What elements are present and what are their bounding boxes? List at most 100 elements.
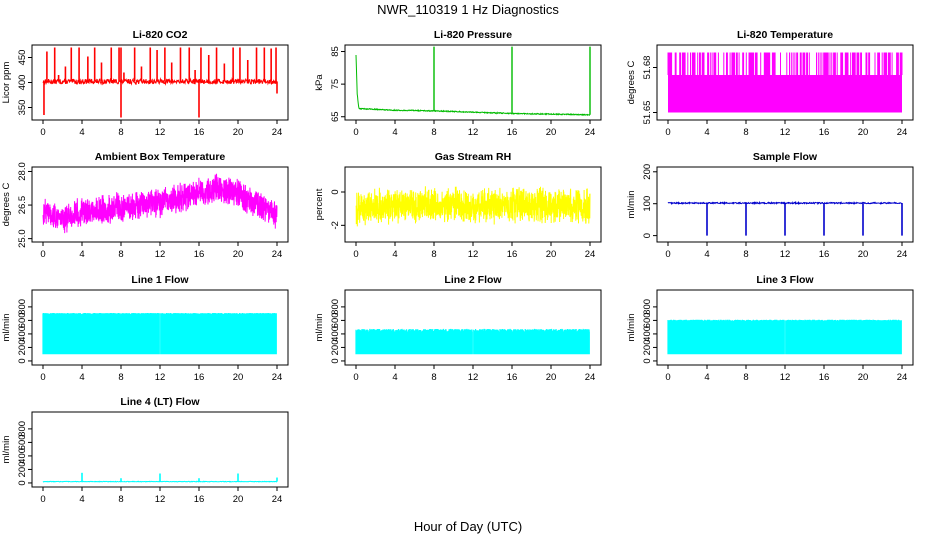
chart-panel: Sample Flow ml/min 0 4 8 12 16 20 24 0 100 200 xyxy=(626,151,914,260)
x-tick-label: 12 xyxy=(468,372,479,383)
chart-title: Ambient Box Temperature xyxy=(95,151,226,163)
series xyxy=(667,319,902,355)
y-tick-label: 51.68 xyxy=(642,56,653,80)
x-tick-label: 16 xyxy=(507,372,518,383)
chart-panel: Line 4 (LT) Flow ml/min 0 4 8 12 16 20 24 0 200400… xyxy=(1,396,289,505)
y-tick-label: -2 xyxy=(330,221,341,229)
x-tick-label: 0 xyxy=(40,127,45,138)
x-tick-label: 24 xyxy=(897,249,908,260)
x-tick-label: 4 xyxy=(79,494,84,505)
y-tick-label: 200 xyxy=(642,164,653,180)
x-tick-label: 4 xyxy=(392,249,397,260)
x-tick-label: 16 xyxy=(194,494,205,505)
y-tick-label: 400 xyxy=(330,326,341,342)
x-tick-label: 20 xyxy=(546,249,557,260)
series xyxy=(667,200,903,236)
figure-xlabel: Hour of Day (UTC) xyxy=(414,519,522,534)
x-tick-label: 20 xyxy=(858,249,869,260)
x-tick-label: 8 xyxy=(743,249,748,260)
x-tick-label: 20 xyxy=(233,494,244,505)
x-tick-label: 12 xyxy=(468,249,479,260)
chart-panel: Line 1 Flow ml/min 0 4 8 12 16 20 24 0 20040060080… xyxy=(1,274,289,383)
y-tick-label: 0 xyxy=(642,358,653,363)
y-axis-label: degrees C xyxy=(626,60,637,104)
x-tick-label: 8 xyxy=(743,127,748,138)
x-tick-label: 24 xyxy=(272,127,283,138)
series-line xyxy=(355,186,591,227)
x-tick-label: 16 xyxy=(194,249,205,260)
x-tick-label: 20 xyxy=(546,127,557,138)
y-tick-label: 800 xyxy=(330,299,341,315)
y-tick-label: 51.65 xyxy=(642,101,653,125)
y-tick-label: 200 xyxy=(642,340,653,356)
series xyxy=(355,186,591,227)
y-axis-label: degrees C xyxy=(1,182,12,226)
x-tick-label: 0 xyxy=(40,249,45,260)
x-tick-label: 24 xyxy=(897,372,908,383)
y-tick-label: 0 xyxy=(17,358,28,363)
y-tick-label: 200 xyxy=(330,340,341,356)
chart-panel: Li-820 CO2 Licor ppm 0 4 8 12 16 20 24 350 400 450 xyxy=(1,29,289,138)
figure-title: NWR_110319 1 Hz Diagnostics xyxy=(377,2,559,17)
x-tick-label: 0 xyxy=(353,249,358,260)
x-tick-label: 0 xyxy=(353,127,358,138)
x-tick-label: 4 xyxy=(704,372,709,383)
x-tick-label: 12 xyxy=(155,494,166,505)
y-tick-label: 800 xyxy=(17,421,28,437)
y-tick-label: 600 xyxy=(330,312,341,328)
x-tick-label: 12 xyxy=(468,127,479,138)
x-tick-label: 4 xyxy=(79,372,84,383)
x-tick-label: 4 xyxy=(79,127,84,138)
x-tick-label: 24 xyxy=(897,127,908,138)
series-band xyxy=(42,313,277,355)
y-tick-label: 65 xyxy=(330,111,341,122)
y-axis-label: percent xyxy=(314,188,325,220)
y-tick-label: 800 xyxy=(642,299,653,315)
x-tick-label: 4 xyxy=(79,249,84,260)
y-tick-label: 400 xyxy=(17,75,28,91)
y-axis-label: ml/min xyxy=(626,314,637,342)
chart-title: Line 2 Flow xyxy=(444,274,502,286)
x-tick-label: 4 xyxy=(392,127,397,138)
y-tick-label: 450 xyxy=(17,50,28,66)
chart-panel: Ambient Box Temperature degrees C 0 4 8 12 16 2… xyxy=(1,151,289,260)
y-tick-label: 26.5 xyxy=(17,196,28,215)
series-line xyxy=(355,54,590,117)
x-tick-label: 8 xyxy=(118,249,123,260)
x-tick-label: 8 xyxy=(743,372,748,383)
x-tick-label: 16 xyxy=(819,127,830,138)
chart-panel: Line 2 Flow ml/min 0 4 8 12 16 20 24 0 20040060080… xyxy=(314,274,602,383)
x-tick-label: 0 xyxy=(353,372,358,383)
x-tick-label: 12 xyxy=(155,127,166,138)
x-tick-label: 0 xyxy=(665,372,670,383)
y-axis-label: Licor ppm xyxy=(1,62,12,104)
y-tick-label: 400 xyxy=(17,326,28,342)
y-tick-label: 100 xyxy=(642,196,653,212)
x-tick-label: 0 xyxy=(40,494,45,505)
x-tick-label: 8 xyxy=(431,249,436,260)
x-tick-label: 24 xyxy=(585,127,596,138)
y-tick-label: 0 xyxy=(17,480,28,485)
plot-frame xyxy=(344,44,602,121)
x-tick-label: 12 xyxy=(780,127,791,138)
y-axis-label: kPa xyxy=(314,74,325,91)
x-tick-label: 20 xyxy=(233,127,244,138)
x-tick-label: 16 xyxy=(194,127,205,138)
series-line xyxy=(42,77,278,86)
x-tick-label: 8 xyxy=(118,127,123,138)
chart-title: Line 4 (LT) Flow xyxy=(120,396,200,408)
y-tick-label: 350 xyxy=(17,100,28,116)
chart-title: Line 3 Flow xyxy=(756,274,814,286)
x-tick-label: 16 xyxy=(507,127,518,138)
x-tick-label: 16 xyxy=(819,372,830,383)
x-tick-label: 12 xyxy=(780,249,791,260)
y-tick-label: 400 xyxy=(17,448,28,464)
chart-panel: Li-820 Pressure kPa 0 4 8 12 16 20 24 65 75 85 xyxy=(314,29,602,138)
series-line xyxy=(42,480,278,483)
series xyxy=(42,313,277,355)
x-tick-label: 24 xyxy=(272,494,283,505)
series-band xyxy=(667,319,902,355)
chart-title: Li-820 CO2 xyxy=(133,29,188,41)
x-tick-label: 8 xyxy=(118,372,123,383)
x-tick-label: 8 xyxy=(431,372,436,383)
